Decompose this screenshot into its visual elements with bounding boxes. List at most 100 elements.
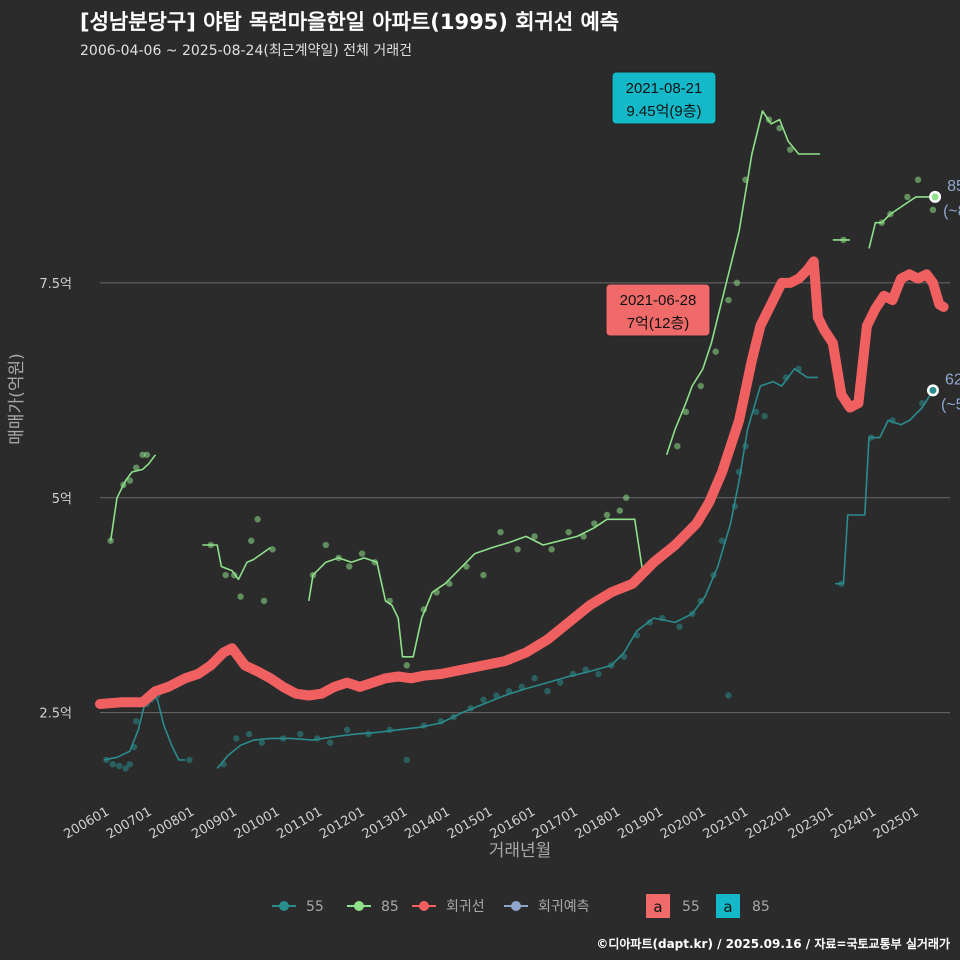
legend-label: 85 [381,899,399,915]
legend-marker [279,901,289,911]
scatter-point-85 [254,516,261,523]
scatter-point-55 [258,739,266,746]
scatter-point-55 [245,730,253,738]
scatter-point-55 [531,675,538,682]
series-line-85 [665,110,821,456]
scatter-point-85 [143,451,151,458]
scatter-point-55 [544,687,551,695]
scatter-point-85 [591,520,598,527]
scatter-point-85 [904,193,911,201]
end-point-55 [929,386,937,394]
scatter-point-85 [322,541,330,549]
scatter-point-85 [237,593,244,600]
scatter-point-85 [603,511,611,519]
x-tick-label: 200801 [147,804,197,842]
scatter-point-85 [929,206,937,214]
scatter-point-85 [346,563,353,570]
x-tick-label: 202201 [743,804,793,842]
legend-marker [354,901,364,911]
legend-item: 55 [272,899,324,915]
x-tick-label: 200901 [189,804,239,842]
scatter-point-85 [712,348,719,355]
legend-item: 회귀예측 [504,899,590,915]
scatter-point-55 [233,735,240,742]
callout-box [605,283,711,337]
scatter-point-55 [133,718,140,725]
scatter-point-55 [297,730,304,738]
scatter-point-85 [548,546,555,553]
scatter-point-85 [269,546,276,553]
scatter-point-55 [505,687,513,695]
callout-box [611,71,717,125]
credit-line: ©디아파트(dapt.kr) / 2025.09.16 / 자료=국토교통부 실… [596,937,950,951]
legend-box-item: a 85 [716,894,770,918]
x-tick-label: 201601 [488,804,538,842]
scatter-point-85 [497,528,504,536]
scatter-point-85 [697,382,704,390]
y-tick-label: 7.5억 [39,277,72,292]
x-tick-label: 202301 [786,804,836,842]
x-axis-label: 거래년월 [489,841,552,861]
series-line-85 [868,196,936,249]
scatter-point-85 [358,550,366,557]
scatter-point-85 [622,494,630,501]
legend-label: 회귀예측 [538,899,590,915]
scatter-point-55 [761,412,768,420]
scatter-point-55 [493,692,500,699]
scatter-point-55 [752,408,760,416]
scatter-point-55 [518,683,526,691]
scatter-point-55 [725,692,732,699]
scatter-point-85 [565,528,572,536]
callout-55: 2021-06-28 7억(12층) [605,283,711,337]
scatter-point-55 [326,739,334,746]
scatter-point-85 [133,464,140,471]
scatter-point-85 [776,124,783,132]
scatter-point-55 [676,623,683,630]
scatter-point-85 [787,146,794,153]
chart-title: [성남분당구] 야탑 목련마을한일 아파트(1995) 회귀선 예측 [80,10,620,34]
scatter-point-85 [674,442,681,450]
legend-label: 55 [306,899,324,915]
callout-85: 2021-08-21 9.45억(9층) [611,71,717,125]
y-tick-label: 5억 [52,492,72,507]
x-tick-label: 201201 [317,804,367,842]
x-tick-label: 202001 [658,804,708,842]
x-tick-label: 201101 [275,804,325,842]
scatter-point-85 [126,477,134,484]
scatter-point-85 [725,296,732,304]
scatter-point-55 [115,762,123,770]
scatter-point-85 [682,408,690,416]
scatter-point-55 [109,761,116,768]
series-line-55 [216,368,818,770]
x-tick-label: 201901 [615,804,665,842]
scatter-point-85 [480,571,487,579]
x-tick-label: 201801 [573,804,623,842]
x-tick-label: 201001 [232,804,282,842]
callout-date: 2021-08-21 [626,80,703,97]
legend-box-glyph: a [653,898,662,916]
end-point-area-label: (~55㎡) [941,395,960,413]
legend-box [646,894,670,918]
x-tick-label: 202401 [828,804,878,842]
x-tick-label: 202101 [701,804,751,842]
scatter-point-85 [107,537,114,544]
scatter-point-55 [403,756,410,764]
scatter-point-85 [248,537,255,544]
scatter-point-55 [186,756,193,764]
y-tick-label: 2.5억 [39,707,72,722]
legend-item: 85 [347,899,399,915]
scatter-point-55 [343,726,351,734]
scatter-point-55 [556,679,564,686]
scatter-point-85 [260,597,268,605]
x-tick-label: 202501 [871,804,921,842]
callout-value: 9.45억(9층) [626,103,701,120]
series-line-55 [835,389,934,585]
scatter-point-85 [403,662,410,669]
legend-item: 회귀선 [412,899,485,915]
x-tick-label: 201701 [530,804,580,842]
x-tick-label: 201301 [360,804,410,842]
x-tick-label: 200601 [62,804,112,842]
scatter-point-55 [595,670,602,678]
scatter-point-55 [122,765,129,772]
